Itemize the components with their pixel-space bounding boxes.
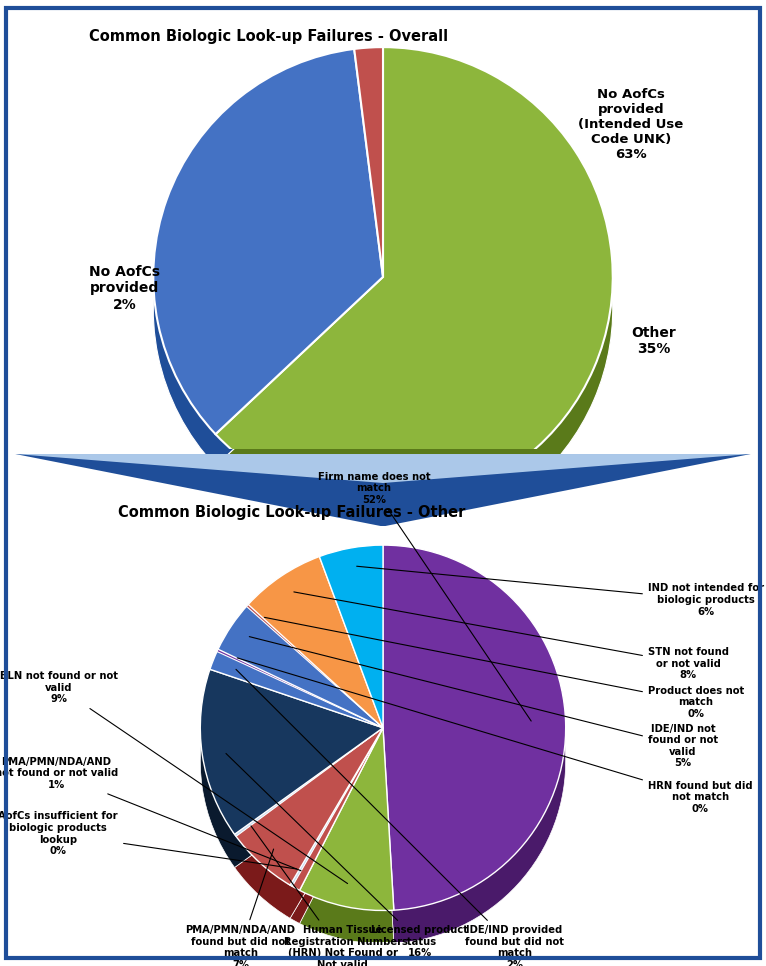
Polygon shape <box>15 454 751 526</box>
Wedge shape <box>234 761 383 919</box>
Text: No AofCs
provided
2%: No AofCs provided 2% <box>89 265 160 312</box>
Text: Common Biologic Look-up Failures - Other: Common Biologic Look-up Failures - Other <box>118 505 466 520</box>
Wedge shape <box>218 638 383 761</box>
Wedge shape <box>210 649 383 727</box>
Text: IND not intended for
biologic products
6%: IND not intended for biologic products 6… <box>357 566 764 616</box>
Text: Human Tissue
Registration Number
(HRN) Not Found or
Not valid
0%: Human Tissue Registration Number (HRN) N… <box>251 826 402 966</box>
Wedge shape <box>215 79 613 539</box>
Text: STN not found
or not valid
8%: STN not found or not valid 8% <box>294 592 729 680</box>
Wedge shape <box>290 761 383 923</box>
Wedge shape <box>218 605 383 727</box>
Wedge shape <box>354 47 383 277</box>
Text: Firm name does not
match
52%: Firm name does not match 52% <box>318 471 531 721</box>
Wedge shape <box>215 47 613 506</box>
Wedge shape <box>383 545 566 910</box>
Wedge shape <box>300 761 394 944</box>
Wedge shape <box>247 603 383 727</box>
Wedge shape <box>217 647 383 727</box>
Text: Product does not
match
0%: Product does not match 0% <box>264 617 744 719</box>
Text: Other
35%: Other 35% <box>631 327 676 356</box>
Wedge shape <box>200 702 383 867</box>
Wedge shape <box>354 79 383 309</box>
Text: BLN not found or not
valid
9%: BLN not found or not valid 9% <box>0 671 348 884</box>
Wedge shape <box>153 49 383 434</box>
Text: Licensed product
status
16%: Licensed product status 16% <box>226 753 468 958</box>
Wedge shape <box>248 556 383 727</box>
Text: PMA/PMN/NDA/AND
found but did not
match
7%: PMA/PMN/NDA/AND found but did not match … <box>185 849 296 966</box>
Wedge shape <box>288 727 383 887</box>
Wedge shape <box>200 669 383 835</box>
Polygon shape <box>15 454 751 483</box>
Wedge shape <box>234 727 383 885</box>
Text: AofCs insufficient for
biologic products
lookup
0%: AofCs insufficient for biologic products… <box>0 811 296 869</box>
Wedge shape <box>300 727 394 911</box>
Wedge shape <box>383 579 566 944</box>
Text: PMA/PMN/NDA/AND
not found or not valid
1%: PMA/PMN/NDA/AND not found or not valid 1… <box>0 757 301 870</box>
Text: IDE/IND not
found or not
valid
5%: IDE/IND not found or not valid 5% <box>249 637 718 769</box>
Wedge shape <box>153 81 383 467</box>
Text: Common Biologic Look-up Failures - Overall: Common Biologic Look-up Failures - Overa… <box>89 29 448 43</box>
Text: No AofCs
provided
(Intended Use
Code UNK)
63%: No AofCs provided (Intended Use Code UNK… <box>578 89 683 161</box>
Wedge shape <box>319 579 383 761</box>
Wedge shape <box>248 589 383 761</box>
Wedge shape <box>210 682 383 761</box>
Text: HRN found but did
not match
0%: HRN found but did not match 0% <box>237 658 752 813</box>
Wedge shape <box>319 545 383 727</box>
Wedge shape <box>233 727 383 837</box>
Wedge shape <box>290 727 383 891</box>
Text: IDE/IND provided
found but did not
match
2%: IDE/IND provided found but did not match… <box>236 669 564 966</box>
